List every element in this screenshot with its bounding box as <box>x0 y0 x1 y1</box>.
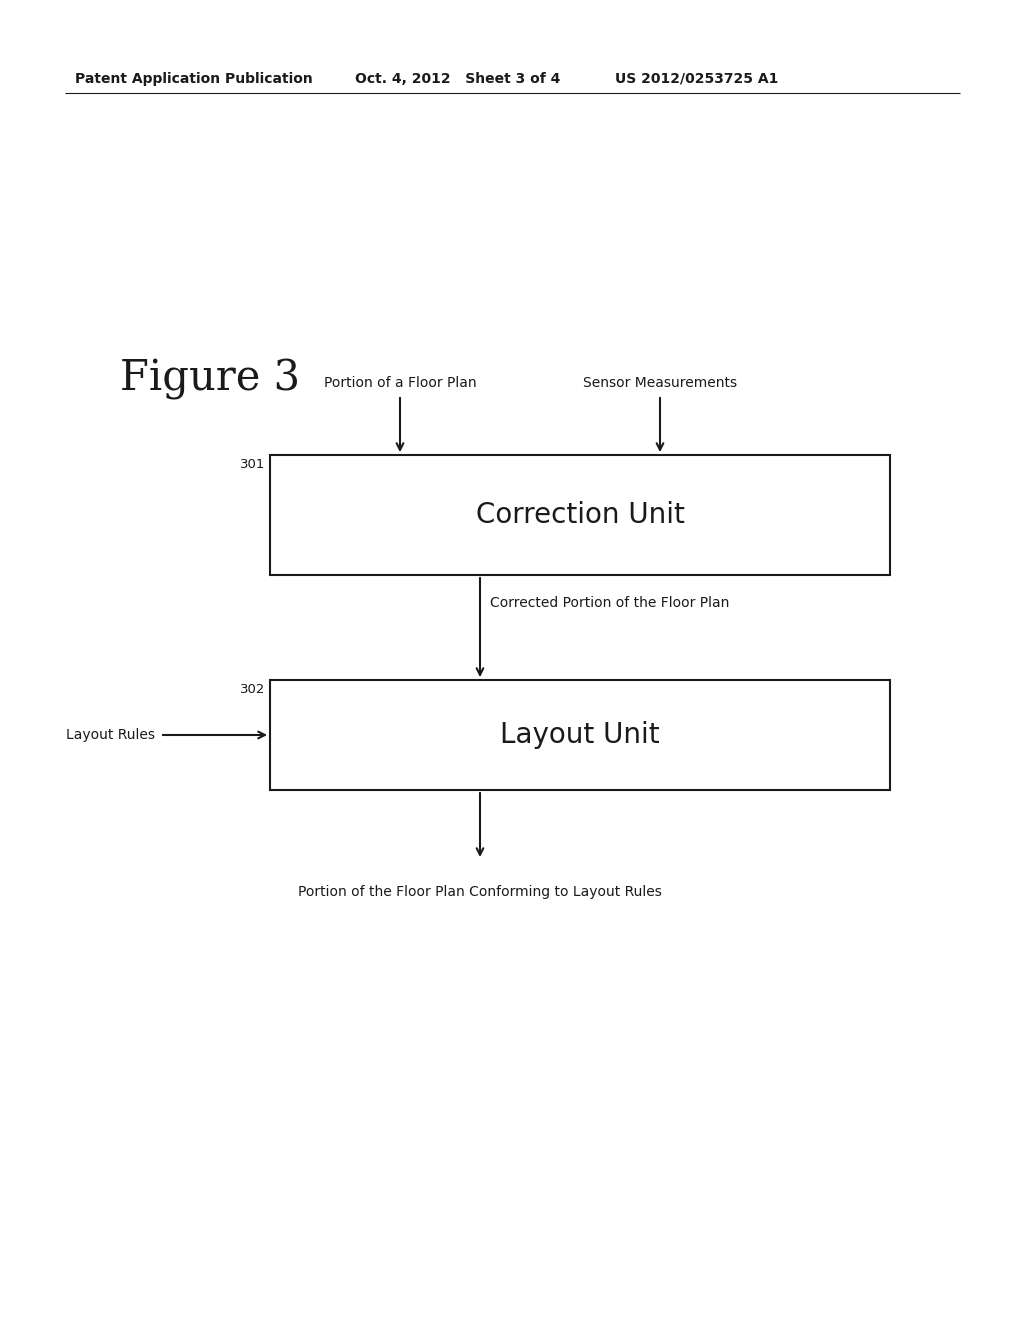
Text: Patent Application Publication: Patent Application Publication <box>75 73 312 86</box>
Text: Portion of a Floor Plan: Portion of a Floor Plan <box>324 376 476 389</box>
Text: Oct. 4, 2012   Sheet 3 of 4: Oct. 4, 2012 Sheet 3 of 4 <box>355 73 560 86</box>
Text: 302: 302 <box>240 682 265 696</box>
Text: US 2012/0253725 A1: US 2012/0253725 A1 <box>615 73 778 86</box>
Bar <box>270 455 890 576</box>
Bar <box>270 680 890 789</box>
Text: Layout Unit: Layout Unit <box>500 721 659 748</box>
Text: Figure 3: Figure 3 <box>120 358 300 400</box>
Text: Corrected Portion of the Floor Plan: Corrected Portion of the Floor Plan <box>490 597 729 610</box>
Text: 301: 301 <box>240 458 265 471</box>
Text: Portion of the Floor Plan Conforming to Layout Rules: Portion of the Floor Plan Conforming to … <box>298 884 662 899</box>
Text: Correction Unit: Correction Unit <box>475 502 684 529</box>
Text: Sensor Measurements: Sensor Measurements <box>583 376 737 389</box>
Text: Layout Rules: Layout Rules <box>66 729 155 742</box>
